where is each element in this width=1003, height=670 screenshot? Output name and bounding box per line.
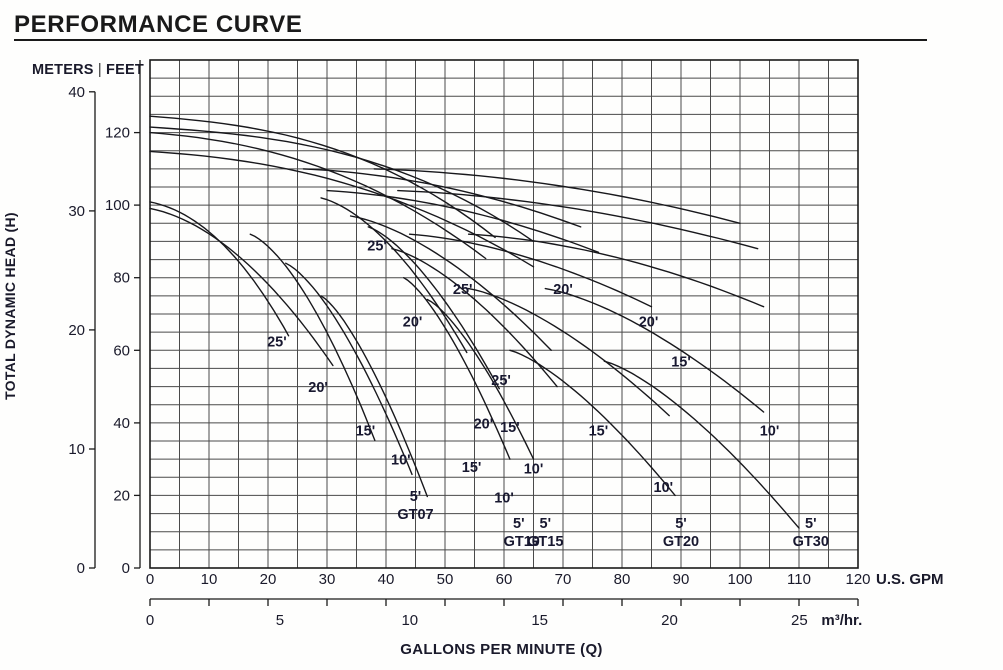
svg-text:15': 15' bbox=[589, 424, 609, 440]
svg-text:80: 80 bbox=[113, 270, 130, 287]
svg-text:10: 10 bbox=[401, 612, 418, 629]
svg-text:GT20: GT20 bbox=[663, 534, 699, 550]
svg-text:25: 25 bbox=[791, 612, 808, 629]
svg-text:25': 25' bbox=[267, 335, 287, 351]
svg-text:10: 10 bbox=[201, 571, 218, 588]
svg-text:15': 15' bbox=[356, 424, 376, 440]
svg-text:50: 50 bbox=[437, 571, 454, 588]
svg-text:5': 5' bbox=[805, 516, 817, 532]
svg-text:m³/hr.: m³/hr. bbox=[821, 612, 862, 629]
svg-text:70: 70 bbox=[555, 571, 572, 588]
svg-text:40: 40 bbox=[68, 84, 85, 101]
svg-text:20': 20' bbox=[474, 416, 494, 432]
svg-text:40: 40 bbox=[378, 571, 395, 588]
svg-text:10': 10' bbox=[760, 424, 780, 440]
svg-text:20: 20 bbox=[260, 571, 277, 588]
svg-text:30: 30 bbox=[68, 203, 85, 220]
svg-text:15': 15' bbox=[500, 420, 520, 436]
svg-text:0: 0 bbox=[77, 560, 85, 577]
svg-text:20': 20' bbox=[403, 315, 423, 331]
svg-text:0: 0 bbox=[122, 560, 130, 577]
svg-text:GT15: GT15 bbox=[527, 534, 563, 550]
svg-text:0: 0 bbox=[146, 571, 154, 588]
svg-text:GT30: GT30 bbox=[793, 534, 829, 550]
svg-text:5': 5' bbox=[675, 516, 687, 532]
svg-text:5': 5' bbox=[513, 516, 525, 532]
svg-text:10': 10' bbox=[654, 480, 674, 496]
svg-text:25': 25' bbox=[367, 239, 387, 255]
svg-text:90: 90 bbox=[673, 571, 690, 588]
svg-text:100: 100 bbox=[105, 197, 130, 214]
svg-text:20': 20' bbox=[308, 380, 328, 396]
svg-text:110: 110 bbox=[787, 571, 811, 588]
svg-text:40: 40 bbox=[113, 415, 130, 432]
svg-text:20: 20 bbox=[68, 322, 85, 339]
svg-text:80: 80 bbox=[614, 571, 631, 588]
svg-text:20': 20' bbox=[639, 315, 659, 331]
svg-text:15: 15 bbox=[531, 612, 548, 629]
svg-text:5': 5' bbox=[410, 489, 422, 505]
svg-text:10: 10 bbox=[68, 441, 85, 458]
svg-text:10': 10' bbox=[524, 462, 544, 478]
svg-text:15': 15' bbox=[671, 355, 691, 371]
svg-text:25': 25' bbox=[491, 373, 511, 389]
svg-text:10': 10' bbox=[494, 491, 514, 507]
svg-text:GT07: GT07 bbox=[397, 507, 433, 523]
svg-text:5: 5 bbox=[276, 612, 284, 629]
svg-text:30: 30 bbox=[319, 571, 336, 588]
svg-text:20: 20 bbox=[661, 612, 678, 629]
svg-text:15': 15' bbox=[462, 460, 482, 476]
svg-text:U.S. GPM: U.S. GPM bbox=[876, 571, 944, 588]
svg-text:20': 20' bbox=[553, 282, 573, 298]
svg-text:10': 10' bbox=[391, 453, 411, 469]
svg-text:120: 120 bbox=[105, 125, 130, 142]
svg-text:120: 120 bbox=[845, 571, 870, 588]
svg-text:60: 60 bbox=[496, 571, 513, 588]
svg-text:25': 25' bbox=[453, 282, 473, 298]
svg-text:20: 20 bbox=[113, 487, 130, 504]
svg-text:0: 0 bbox=[146, 612, 154, 629]
svg-text:5': 5' bbox=[540, 516, 552, 532]
svg-text:100: 100 bbox=[727, 571, 752, 588]
svg-text:60: 60 bbox=[113, 342, 130, 359]
